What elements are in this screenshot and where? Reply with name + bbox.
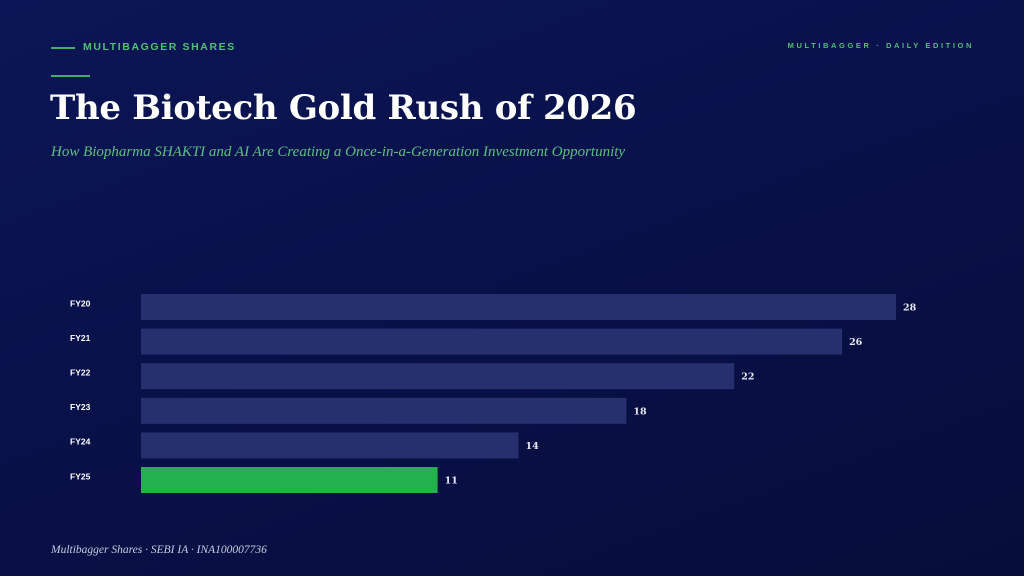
category-label: FY21: [70, 333, 91, 343]
value-label: 28: [903, 303, 917, 314]
bar: [141, 363, 735, 390]
bar: [141, 432, 519, 459]
eyebrow-rule: [51, 47, 75, 49]
eyebrow: MULTIBAGGER SHARES: [83, 41, 236, 53]
category-label: FY23: [70, 402, 91, 412]
value-label: 14: [526, 441, 540, 452]
bar: [141, 467, 438, 493]
value-label: 22: [741, 372, 754, 383]
category-label: FY25: [70, 471, 91, 481]
value-label: 11: [445, 476, 458, 487]
title: The Biotech Gold Rush of 2026: [50, 88, 637, 128]
bar: [141, 397, 627, 424]
value-label: 26: [849, 337, 863, 348]
subtitle: How Biopharma SHAKTI and AI Are Creating…: [51, 144, 626, 160]
bar: [141, 294, 896, 320]
footer: Multibagger Shares · SEBI IA · INA100007…: [51, 544, 267, 556]
category-label: FY22: [70, 367, 91, 377]
edition: MULTIBAGGER · DAILY EDITION: [787, 41, 974, 50]
category-label: FY24: [70, 437, 91, 447]
bar: [141, 328, 843, 355]
value-label: 18: [633, 406, 647, 417]
title-rule: [51, 75, 90, 77]
category-label: FY20: [70, 298, 91, 308]
